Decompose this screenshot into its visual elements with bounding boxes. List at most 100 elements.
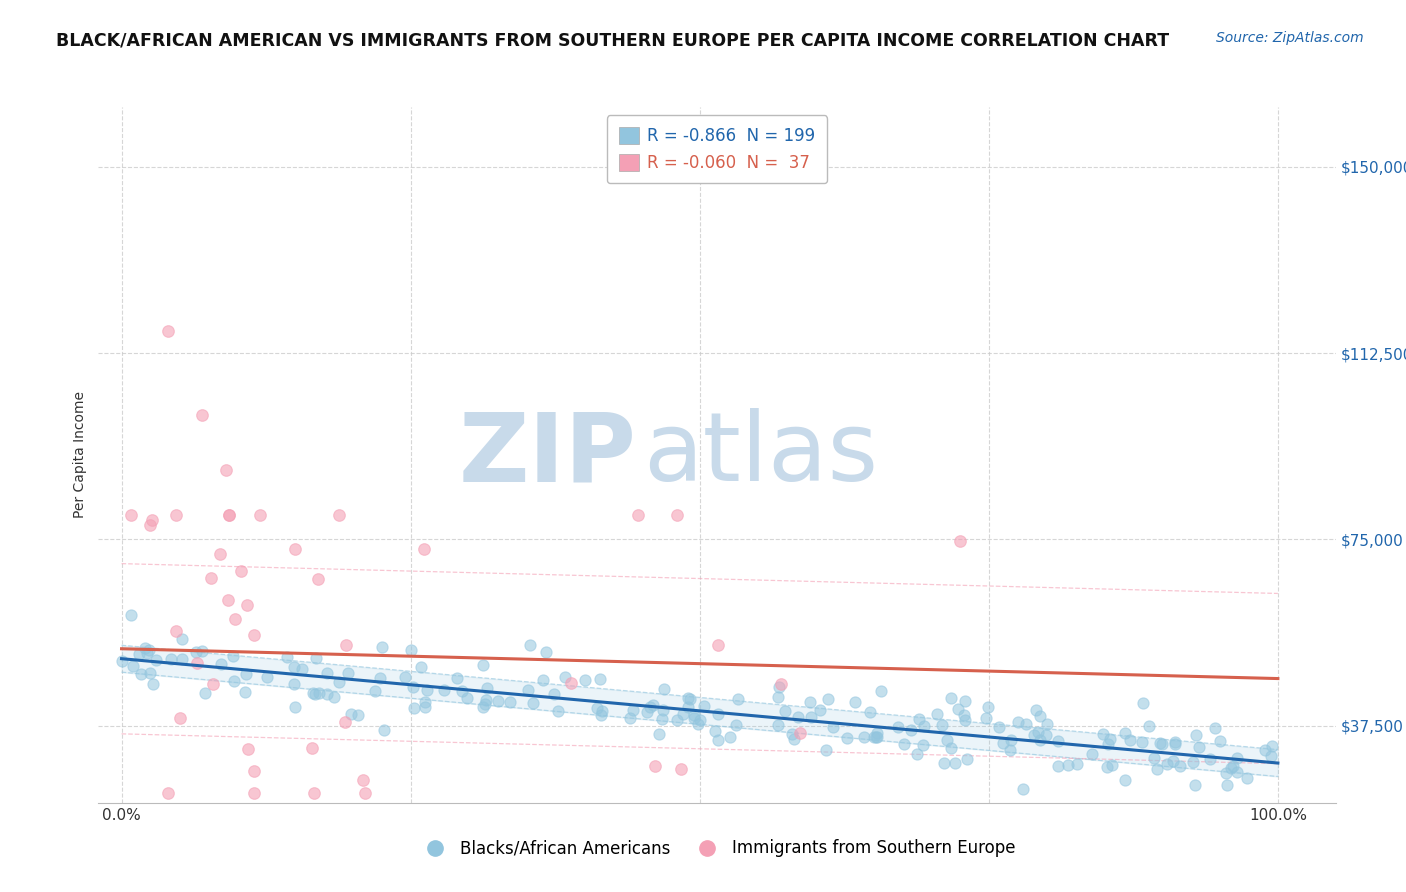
Point — [217, 592, 239, 607]
Point — [591, 704, 613, 718]
Point — [283, 677, 305, 691]
Point — [499, 695, 522, 709]
Point — [336, 665, 359, 680]
Point — [1184, 778, 1206, 792]
Point — [307, 572, 329, 586]
Point — [402, 680, 425, 694]
Legend: Blacks/African Americans, Immigrants from Southern Europe: Blacks/African Americans, Immigrants fro… — [412, 833, 1022, 864]
Point — [1000, 743, 1022, 757]
Point — [927, 706, 949, 721]
Point — [412, 541, 434, 556]
Point — [202, 677, 225, 691]
Point — [522, 696, 544, 710]
Point — [170, 632, 193, 646]
Point — [853, 730, 876, 744]
Point — [893, 737, 915, 751]
Point — [800, 710, 823, 724]
Point — [707, 733, 730, 747]
Point — [1056, 757, 1078, 772]
Point — [1152, 737, 1174, 751]
Point — [1226, 765, 1249, 780]
Point — [1026, 724, 1049, 739]
Point — [905, 747, 928, 761]
Point — [472, 658, 495, 673]
Point — [1101, 758, 1123, 772]
Point — [1209, 734, 1232, 748]
Point — [284, 542, 307, 557]
Point — [364, 683, 387, 698]
Text: BLACK/AFRICAN AMERICAN VS IMMIGRANTS FROM SOUTHERN EUROPE PER CAPITA INCOME CORR: BLACK/AFRICAN AMERICAN VS IMMIGRANTS FRO… — [56, 31, 1170, 49]
Point — [1036, 716, 1059, 731]
Point — [554, 670, 576, 684]
Text: Source: ZipAtlas.com: Source: ZipAtlas.com — [1216, 31, 1364, 45]
Point — [1254, 743, 1277, 757]
Point — [1024, 728, 1046, 742]
Point — [808, 703, 831, 717]
Point — [621, 703, 644, 717]
Point — [835, 731, 858, 745]
Point — [704, 723, 727, 738]
Point — [141, 513, 163, 527]
Point — [844, 695, 866, 709]
Point — [333, 714, 356, 729]
Point — [284, 699, 307, 714]
Point — [1091, 726, 1114, 740]
Point — [340, 706, 363, 721]
Point — [627, 508, 650, 522]
Point — [911, 738, 934, 752]
Point — [477, 681, 499, 695]
Point — [328, 508, 350, 522]
Point — [301, 686, 323, 700]
Point — [689, 713, 711, 727]
Point — [1168, 758, 1191, 772]
Point — [129, 666, 152, 681]
Point — [641, 698, 664, 712]
Point — [693, 698, 716, 713]
Point — [433, 683, 456, 698]
Point — [1095, 759, 1118, 773]
Point — [157, 786, 180, 800]
Point — [1029, 708, 1052, 723]
Point — [547, 704, 569, 718]
Point — [1047, 734, 1070, 748]
Point — [413, 700, 436, 714]
Point — [184, 645, 207, 659]
Point — [560, 676, 582, 690]
Point — [1215, 766, 1237, 780]
Point — [707, 638, 730, 652]
Point — [1025, 703, 1047, 717]
Point — [236, 741, 259, 756]
Point — [725, 717, 748, 731]
Point — [863, 730, 886, 744]
Point — [1163, 738, 1185, 752]
Point — [666, 713, 689, 727]
Point — [1181, 755, 1204, 769]
Point — [536, 645, 558, 659]
Point — [987, 719, 1010, 733]
Point — [669, 762, 692, 776]
Point — [936, 732, 959, 747]
Point — [1260, 748, 1282, 763]
Point — [1119, 732, 1142, 747]
Point — [1097, 737, 1119, 751]
Point — [304, 650, 326, 665]
Point — [353, 786, 375, 800]
Point — [446, 672, 468, 686]
Point — [409, 660, 432, 674]
Point — [519, 638, 541, 652]
Point — [866, 730, 889, 744]
Point — [865, 730, 887, 744]
Point — [134, 640, 156, 655]
Point — [1156, 756, 1178, 771]
Point — [683, 708, 706, 723]
Point — [451, 683, 474, 698]
Point — [586, 701, 609, 715]
Point — [1261, 739, 1284, 753]
Point — [249, 508, 271, 522]
Point — [474, 697, 496, 711]
Point — [214, 463, 236, 477]
Point — [517, 682, 540, 697]
Point — [783, 732, 806, 747]
Point — [799, 695, 821, 709]
Point — [413, 695, 436, 709]
